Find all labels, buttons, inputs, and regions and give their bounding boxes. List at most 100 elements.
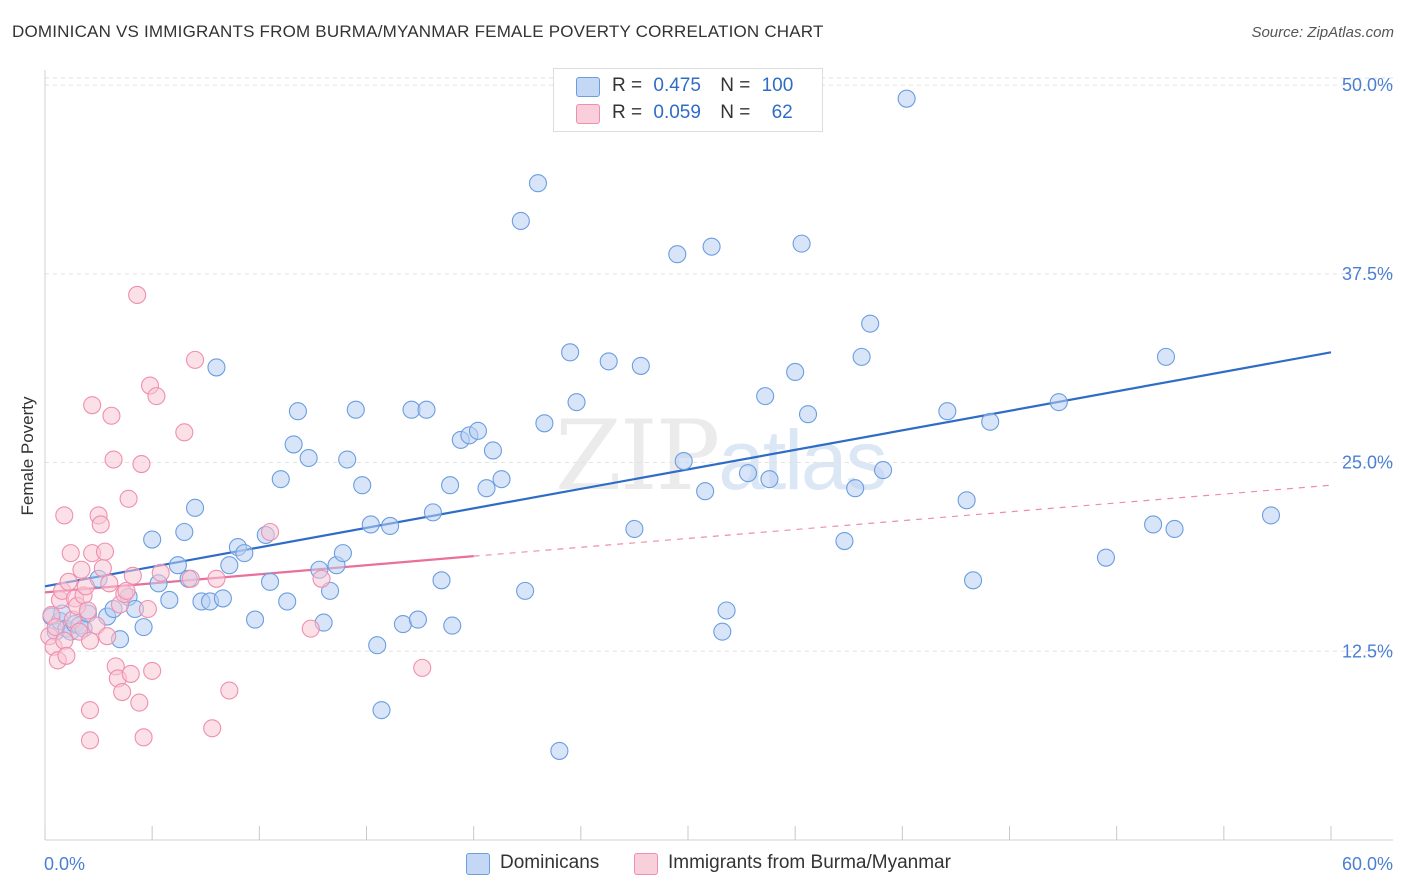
point-burma [55,631,74,650]
point-dominicans [492,470,511,489]
point-dominicans [696,482,715,501]
point-dominicans [284,435,303,454]
bottom-legend-label-dominicans: Dominicans [500,852,600,873]
point-dominicans [964,571,983,590]
point-dominicans [271,470,290,489]
point-dominicans [432,571,451,590]
point-burma [147,387,166,406]
bottom-legend-swatch-burma [634,853,658,875]
legend-n-label: N = [720,102,751,123]
chart-title: DOMINICAN VS IMMIGRANTS FROM BURMA/MYANM… [12,22,824,41]
point-dominicans [599,352,618,371]
point-dominicans [393,615,412,634]
point-dominicans [134,618,153,637]
point-dominicans [798,405,818,424]
point-burma [220,681,239,700]
point-burma [59,572,78,591]
bottom-legend-label-burma: Immigrants from Burma/Myanmar [668,852,951,873]
point-dominicans [631,356,650,375]
point-dominicans [245,610,265,629]
point-burma [46,618,65,637]
point-burma [121,664,140,683]
point-dominicans [756,387,775,406]
point-burma [93,559,112,578]
point-dominicans [160,590,179,609]
source-credit: Source: ZipAtlas.com [1251,24,1394,41]
point-dominicans [897,89,916,108]
point-burma [134,728,153,747]
data-points [40,89,1281,760]
point-burma [260,522,280,542]
point-burma [301,619,320,638]
point-dominicans [288,402,307,421]
x-tick-label: 60.0% [1342,854,1393,874]
point-dominicans [835,532,854,551]
point-dominicans [468,421,488,440]
point-burma [83,396,102,415]
point-dominicans [550,741,569,760]
point-dominicans [408,610,427,629]
y-axis-label: Female Poverty [18,396,37,516]
point-burma [102,406,121,425]
point-dominicans [717,601,736,620]
legend-swatch-dominicans [576,77,600,97]
point-dominicans [143,530,162,549]
point-dominicans [535,414,554,433]
point-burma [185,350,205,369]
bottom-legend-swatch-dominicans [466,853,490,875]
point-dominicans [443,616,462,635]
legend-n-value: 100 [761,75,794,96]
point-burma [119,489,138,508]
point-burma [61,544,80,563]
point-dominicans [168,556,187,575]
grid-lines [45,77,1393,652]
point-dominicans [1156,347,1176,366]
point-dominicans [423,503,442,522]
point-dominicans [738,464,758,483]
point-burma [207,569,226,588]
point-dominicans [213,589,232,608]
point-dominicans [1144,515,1163,534]
point-dominicans [702,237,721,256]
point-dominicans [668,245,687,264]
point-dominicans [220,556,239,575]
point-dominicans [846,479,865,498]
point-dominicans [402,400,421,419]
point-dominicans [278,592,297,611]
point-dominicans [361,515,380,534]
point-dominicans [483,441,503,460]
point-dominicans [372,701,391,720]
y-tick-label: 25.0% [1342,453,1393,473]
point-dominicans [561,343,580,362]
point-burma [95,542,115,561]
point-dominicans [873,461,893,480]
point-dominicans [417,400,436,419]
point-burma [98,627,117,646]
x-tick-label: 0.0% [44,854,85,874]
point-burma [181,569,200,588]
point-dominicans [528,174,548,193]
point-burma [203,719,222,738]
point-burma [117,581,136,600]
point-dominicans [333,544,352,563]
point-dominicans [260,572,280,591]
point-dominicans [713,622,732,641]
watermark-zip: ZIP [555,400,720,512]
point-dominicans [338,450,357,469]
point-burma [123,566,142,585]
point-burma [175,423,194,442]
point-burma [312,569,331,588]
point-burma [72,560,91,579]
legend-r-label: R = [612,75,643,96]
point-dominicans [353,476,372,495]
point-dominicans [625,519,644,539]
point-dominicans [674,451,693,471]
point-dominicans [1165,519,1184,539]
point-burma [413,658,432,677]
point-dominicans [516,581,535,600]
point-dominicans [938,402,957,421]
point-dominicans [1261,506,1281,525]
point-dominicans [235,544,254,563]
point-dominicans [299,448,318,468]
